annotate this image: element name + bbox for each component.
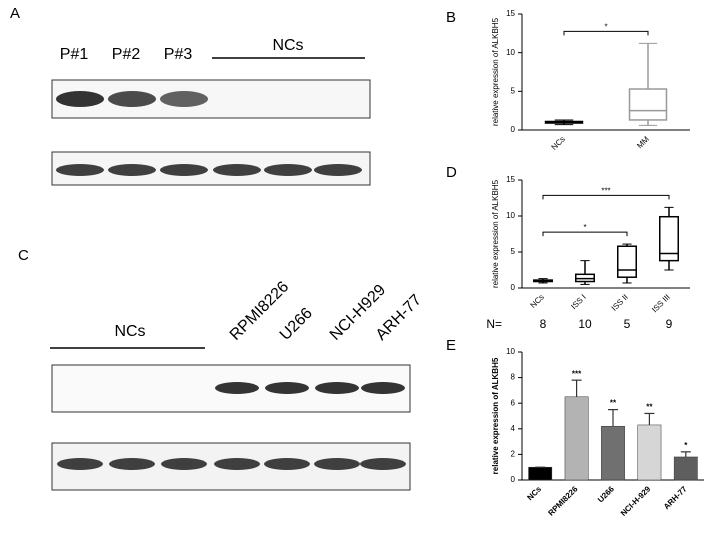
significance-label: * [604, 22, 607, 31]
y-tick-label: 15 [506, 175, 515, 184]
band [109, 458, 155, 470]
y-tick-label: 10 [506, 48, 515, 57]
y-axis-label: relative expression of ALKBH5 [491, 17, 500, 126]
band [360, 458, 406, 470]
band [264, 164, 312, 176]
x-tick-label: MM [635, 134, 651, 150]
y-tick-label: 4 [511, 424, 516, 433]
y-tick-label: 0 [511, 475, 516, 484]
x-tick-label: ISS III [650, 293, 672, 315]
y-axis-label: relative expression of ALKBH5 [491, 357, 500, 474]
significance-bracket [542, 194, 670, 200]
y-tick-label: 8 [511, 373, 516, 382]
group-label: NCs [114, 323, 145, 340]
significance-bracket [542, 231, 628, 237]
y-tick-label: 10 [506, 211, 515, 220]
significance-label: *** [572, 369, 582, 378]
x-tick-label: ISS I [569, 293, 588, 312]
band [213, 164, 261, 176]
y-tick-label: 0 [511, 125, 516, 134]
significance-label: *** [601, 186, 610, 195]
band [108, 164, 156, 176]
significance-label: ** [610, 399, 617, 408]
y-tick-label: 15 [506, 9, 515, 18]
box [628, 88, 668, 121]
lane-label: U266 [277, 305, 316, 344]
box [617, 245, 637, 278]
band [160, 91, 208, 107]
significance-label: * [684, 441, 688, 450]
x-tick-label: NCs [525, 484, 543, 502]
n-value: 9 [666, 317, 673, 331]
panel-label: E [446, 337, 456, 354]
n-label: N= [486, 317, 502, 331]
y-tick-label: 5 [511, 247, 516, 256]
bar [673, 456, 698, 481]
band [314, 164, 362, 176]
x-tick-label: NCs [529, 293, 546, 310]
x-tick-label: U266 [596, 484, 616, 504]
y-tick-label: 6 [511, 398, 516, 407]
y-tick-label: 0 [511, 283, 516, 292]
panel-label: C [18, 247, 29, 264]
box [659, 215, 679, 262]
y-tick-label: 10 [506, 347, 515, 356]
band [265, 382, 309, 394]
band [215, 382, 259, 394]
band [160, 164, 208, 176]
blot-frame [51, 79, 371, 119]
lane-label: P#3 [164, 46, 193, 63]
x-tick-label: NCI-H-929 [619, 484, 653, 518]
band [108, 91, 156, 107]
band [56, 91, 104, 107]
x-tick-label: ISS II [610, 293, 630, 313]
x-tick-label: RPMI8226 [546, 484, 579, 517]
bar [601, 425, 625, 481]
bar [564, 396, 589, 481]
x-tick-label: ARH-77 [662, 484, 689, 511]
y-axis-label: relative expression of ALKBH5 [491, 179, 500, 288]
significance-bracket [563, 30, 649, 36]
n-value: 5 [624, 317, 631, 331]
group-label: NCs [272, 37, 303, 54]
bar [528, 466, 553, 481]
band [161, 458, 207, 470]
band [361, 382, 405, 394]
panel-label: B [446, 9, 456, 26]
significance-label: ** [646, 403, 653, 412]
bar [637, 424, 662, 481]
blot-a [51, 57, 371, 186]
lane-label: P#1 [60, 46, 89, 63]
n-value: 10 [578, 317, 592, 331]
band [57, 458, 103, 470]
x-tick-label: NCs [550, 135, 567, 152]
band [315, 382, 359, 394]
y-tick-label: 2 [511, 450, 516, 459]
panel-label: A [10, 5, 20, 22]
y-tick-label: 5 [511, 86, 516, 95]
significance-label: * [583, 223, 586, 232]
panel-label: D [446, 164, 457, 181]
band [264, 458, 310, 470]
band [56, 164, 104, 176]
lane-label: P#2 [112, 46, 141, 63]
band [314, 458, 360, 470]
band [214, 458, 260, 470]
n-value: 8 [540, 317, 547, 331]
